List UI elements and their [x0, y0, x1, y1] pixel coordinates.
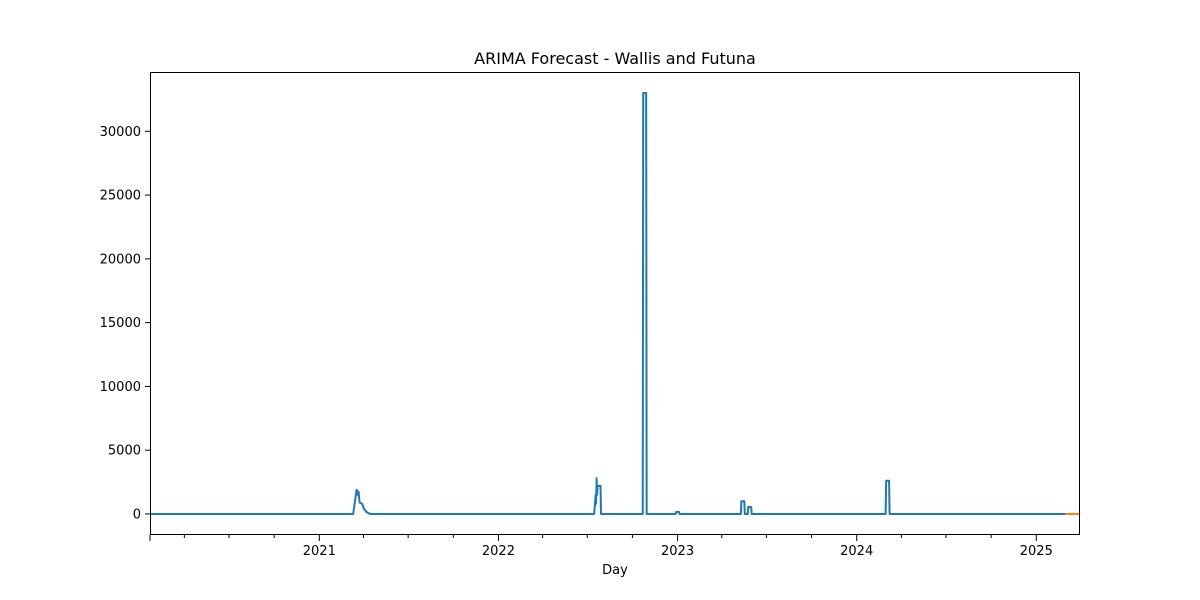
y-axis: 0 5000 10000 15000 20000 25000 30000 — [100, 125, 150, 522]
x-tick-label: 2021 — [303, 544, 336, 559]
x-axis-label: Day — [602, 563, 628, 578]
x-axis: 2021 2022 2023 2024 2025 — [149, 535, 1053, 559]
y-tick-label: 0 — [133, 507, 141, 522]
x-tick-label: 2024 — [840, 544, 873, 559]
y-tick-label: 20000 — [100, 252, 141, 267]
x-tick-label: 2023 — [661, 544, 694, 559]
plot-frame — [150, 72, 1080, 535]
series-line-1 — [150, 92, 1066, 515]
y-tick-label: 30000 — [100, 125, 141, 140]
x-tick-label: 2025 — [1020, 544, 1053, 559]
y-tick-label: 25000 — [100, 189, 141, 204]
plot-lines — [150, 92, 1080, 515]
y-tick-label: 15000 — [100, 316, 141, 331]
y-tick-label: 5000 — [108, 444, 141, 459]
x-tick-label: 2022 — [482, 544, 515, 559]
y-tick-label: 10000 — [100, 380, 141, 395]
chart-title: ARIMA Forecast - Wallis and Futuna — [474, 49, 756, 68]
